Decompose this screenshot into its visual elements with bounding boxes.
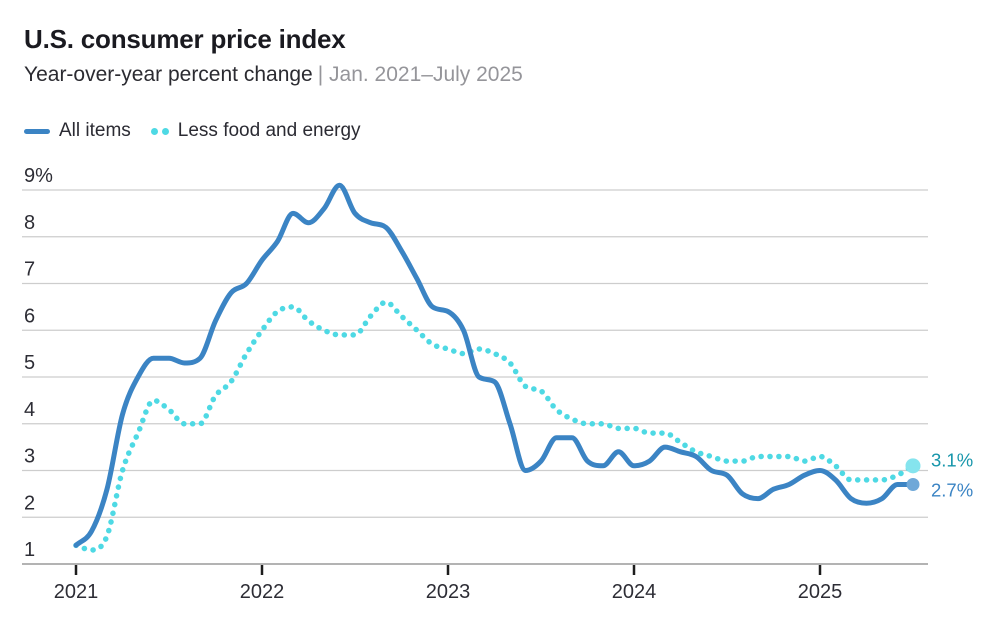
series-line-less-food-and-energy — [73, 299, 916, 553]
dotted-line-swatch-icon — [150, 127, 169, 135]
subtitle-measure: Year-over-year percent change — [24, 63, 313, 86]
y-tick-label: 5 — [24, 352, 35, 374]
y-tick-label: 4 — [24, 399, 35, 421]
legend-item-all-items: All items — [24, 120, 131, 142]
subtitle-date-range: | Jan. 2021–July 2025 — [317, 63, 523, 86]
legend-label-less-food-energy: Less food and energy — [177, 120, 361, 141]
y-tick-label: 9% — [24, 165, 53, 187]
x-tick-label: 2025 — [798, 581, 843, 603]
y-tick-label: 2 — [24, 492, 35, 514]
y-tick-label: 3 — [24, 446, 35, 468]
y-tick-label: 6 — [24, 305, 35, 327]
chart-title: U.S. consumer price index — [24, 24, 346, 54]
y-tick-label: 7 — [24, 259, 35, 281]
x-tick-label: 2021 — [54, 581, 99, 603]
x-tick-label: 2023 — [426, 581, 471, 603]
endpoint-dot-all-items — [906, 478, 920, 492]
end-value-label-all-items: 2.7% — [931, 480, 973, 501]
x-tick-label: 2024 — [612, 581, 657, 603]
end-value-label-less-food-and-energy: 3.1% — [931, 450, 973, 471]
chart-legend: All items Less food and energy — [24, 120, 361, 142]
y-tick-label: 1 — [24, 539, 35, 561]
endpoint-dot-less-food-and-energy — [905, 458, 921, 474]
series-line-all-items — [73, 182, 916, 548]
x-tick-label: 2022 — [240, 581, 285, 603]
solid-line-swatch-icon — [24, 128, 50, 134]
chart-subtitle: Year-over-year percent change | Jan. 2021… — [24, 63, 523, 87]
legend-label-all-items: All items — [59, 120, 131, 141]
legend-item-less-food-energy: Less food and energy — [150, 120, 361, 142]
y-tick-label: 8 — [24, 212, 35, 234]
